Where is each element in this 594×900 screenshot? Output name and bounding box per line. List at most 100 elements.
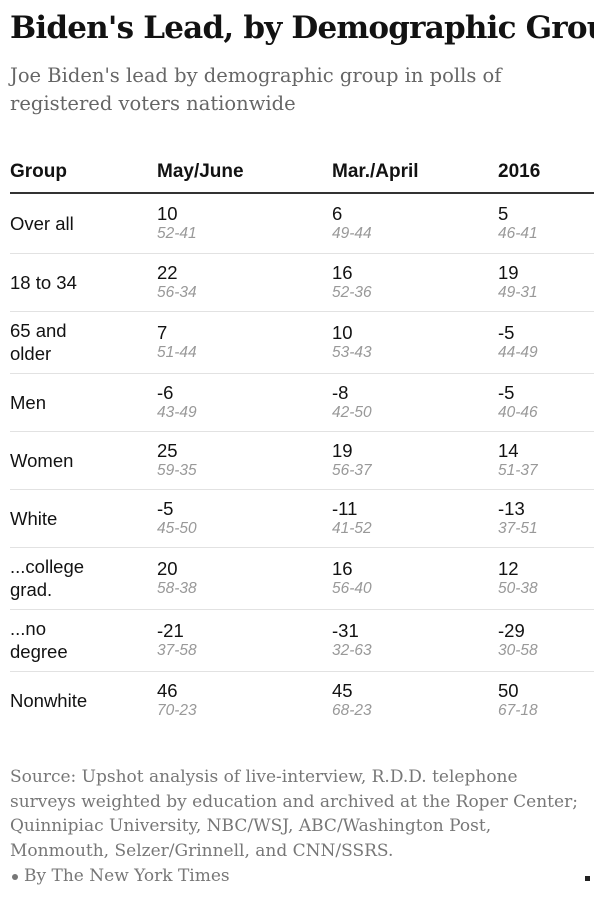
cell-value: 10 52-41 [157, 193, 332, 254]
cell-value: 10 53-43 [332, 311, 498, 374]
cell-value: 45 68-23 [332, 671, 498, 729]
poll-split: 37-58 [157, 642, 197, 659]
lead-value: -31 [332, 620, 359, 641]
poll-split: 50-38 [498, 580, 538, 597]
lead-value: 10 [332, 322, 353, 343]
poll-split: 70-23 [157, 702, 197, 720]
bullet-icon [12, 873, 18, 880]
cell-value: 19 49-31 [498, 253, 594, 312]
table-row: White -5 45-50 -11 41-52 -13 37-51 [10, 489, 594, 548]
lead-value: -29 [498, 620, 525, 641]
group-label: Men [10, 391, 46, 413]
poll-split: 68-23 [332, 702, 372, 720]
column-header-may-june: May/June [157, 152, 332, 194]
page-title: Biden's Lead, by Demographic Group [10, 10, 594, 46]
cell-group: White [10, 489, 157, 548]
poll-split: 59-35 [157, 462, 197, 479]
cell-group: ...no degree [10, 609, 157, 672]
group-label: ...no degree [10, 618, 68, 662]
poll-split: 51-37 [498, 462, 538, 479]
cell-value: 7 51-44 [157, 311, 332, 374]
cell-group: Women [10, 431, 157, 490]
cell-value: -31 32-63 [332, 609, 498, 672]
poll-split: 52-41 [157, 225, 197, 243]
lead-value: -13 [498, 498, 525, 519]
cell-value: -29 30-58 [498, 609, 594, 672]
poll-split: 53-43 [332, 344, 372, 361]
byline: By The New York Times [12, 866, 230, 886]
lead-value: 19 [498, 262, 519, 283]
table-row: ...no degree -21 37-58 -31 32-63 -29 30-58 [10, 609, 594, 672]
table-header-row: Group May/June Mar./April 2016 [10, 152, 594, 194]
poll-split: 56-34 [157, 284, 197, 301]
poll-split: 43-49 [157, 404, 197, 421]
source-note: Source: Upshot analysis of live-intervie… [10, 767, 578, 861]
poll-split: 37-51 [498, 520, 538, 537]
cell-value: 6 49-44 [332, 193, 498, 254]
lead-value: 19 [332, 440, 353, 461]
table-row: Nonwhite 46 70-23 45 68-23 50 67-18 [10, 671, 594, 729]
poll-split: 67-18 [498, 702, 538, 720]
resize-corner-icon [585, 876, 590, 881]
poll-split: 52-36 [332, 284, 372, 301]
group-label: Women [10, 449, 74, 471]
lead-value: 7 [157, 322, 168, 343]
cell-value: 25 59-35 [157, 431, 332, 490]
lead-value: -8 [332, 382, 349, 403]
cell-group: Over all [10, 193, 157, 254]
lead-value: -5 [157, 498, 174, 519]
lead-value: 10 [157, 203, 178, 225]
lead-value: 46 [157, 680, 178, 702]
cell-value: 14 51-37 [498, 431, 594, 490]
poll-split: 45-50 [157, 520, 197, 537]
column-header-2016: 2016 [498, 152, 594, 194]
poll-split: 51-44 [157, 344, 197, 361]
cell-value: 16 56-40 [332, 547, 498, 610]
cell-value: 20 58-38 [157, 547, 332, 610]
byline-text: By The New York Times [24, 866, 230, 886]
group-label: 18 to 34 [10, 271, 77, 293]
subtitle: Joe Biden's lead by demographic group in… [10, 64, 502, 115]
demographic-table: Group May/June Mar./April 2016 Over all 1… [10, 152, 594, 729]
lead-value: 20 [157, 558, 178, 579]
poll-split: 30-58 [498, 642, 538, 659]
cell-value: 22 56-34 [157, 253, 332, 312]
lead-value: 16 [332, 558, 353, 579]
group-label: Nonwhite [10, 689, 88, 711]
cell-value: -6 43-49 [157, 373, 332, 432]
table-row: Over all 10 52-41 6 49-44 5 46-41 [10, 193, 594, 254]
table-row: Men -6 43-49 -8 42-50 -5 40-46 [10, 373, 594, 432]
lead-value: 16 [332, 262, 353, 283]
cell-group: Men [10, 373, 157, 432]
poll-split: 41-52 [332, 520, 372, 537]
cell-value: -13 37-51 [498, 489, 594, 548]
lead-value: -6 [157, 382, 174, 403]
cell-value: 12 50-38 [498, 547, 594, 610]
lead-value: -11 [332, 498, 358, 519]
table-row: Women 25 59-35 19 56-37 14 51-37 [10, 431, 594, 490]
cell-value: -11 41-52 [332, 489, 498, 548]
lead-value: 45 [332, 680, 353, 702]
cell-value: 5 46-41 [498, 193, 594, 254]
cell-group: Nonwhite [10, 671, 157, 729]
lead-value: -21 [157, 620, 184, 641]
lead-value: 22 [157, 262, 178, 283]
poll-split: 56-40 [332, 580, 372, 597]
cell-value: 46 70-23 [157, 671, 332, 729]
poll-split: 56-37 [332, 462, 372, 479]
column-header-mar-april: Mar./April [332, 152, 498, 194]
cell-group: 18 to 34 [10, 253, 157, 312]
poll-split: 42-50 [332, 404, 372, 421]
poll-split: 46-41 [498, 225, 538, 243]
lead-value: -5 [498, 382, 515, 403]
cell-value: -5 45-50 [157, 489, 332, 548]
lead-value: 14 [498, 440, 519, 461]
table-body: Over all 10 52-41 6 49-44 5 46-41 18 to 34 22 56-… [10, 193, 594, 729]
poll-split: 44-49 [498, 344, 538, 361]
cell-value: 50 67-18 [498, 671, 594, 729]
table-row: ...college grad. 20 58-38 16 56-40 12 50-38 [10, 547, 594, 610]
cell-value: 16 52-36 [332, 253, 498, 312]
poll-split: 49-31 [498, 284, 538, 301]
poll-split: 58-38 [157, 580, 197, 597]
group-label: ...college grad. [10, 556, 85, 600]
